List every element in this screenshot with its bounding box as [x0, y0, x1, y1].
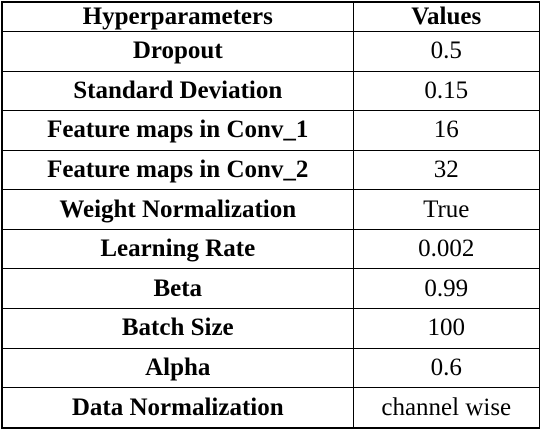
parameter-value: True: [352, 189, 540, 230]
header-row: Hyperparameters Values: [1, 1, 540, 32]
table-row: Batch Size 100: [1, 308, 540, 349]
parameter-value: 32: [352, 149, 540, 191]
parameter-value: 0.15: [352, 70, 540, 112]
parameter-name: Feature maps in Conv_1: [1, 110, 354, 151]
table-row: Learning Rate 0.002: [1, 228, 540, 270]
parameter-name: Feature maps in Conv_2: [1, 149, 354, 191]
parameter-value: 0.99: [352, 268, 540, 310]
parameter-value: 16: [352, 110, 540, 151]
header-cell: Values: [352, 1, 540, 32]
parameter-name: Standard Deviation: [1, 70, 354, 112]
parameter-name: Data Normalization: [1, 387, 354, 429]
parameter-name: Dropout: [1, 31, 354, 72]
parameter-value: channel wise: [352, 387, 540, 429]
parameter-value: 100: [352, 308, 540, 349]
parameter-name: Alpha: [1, 347, 354, 389]
parameter-name: Batch Size: [1, 308, 354, 349]
parameter-name: Beta: [1, 268, 354, 310]
table-row: Data Normalization channel wise: [1, 387, 540, 429]
table-row: Dropout 0.5: [1, 31, 540, 72]
table-row: Standard Deviation 0.15: [1, 70, 540, 112]
parameter-name: Weight Normalization: [1, 189, 354, 230]
header-cell: Hyperparameters: [1, 1, 354, 32]
table-row: Feature maps in Conv_1 16: [1, 110, 540, 151]
table-row: Feature maps in Conv_2 32: [1, 149, 540, 191]
table-header: Hyperparameters Values: [1, 1, 540, 32]
table-row: Beta 0.99: [1, 268, 540, 310]
parameter-value: 0.6: [352, 347, 540, 389]
table-body: Dropout 0.5 Standard Deviation 0.15 Feature …: [1, 31, 540, 429]
parameter-value: 0.002: [352, 228, 540, 270]
parameter-name: Learning Rate: [1, 228, 354, 270]
table-row: Weight Normalization True: [1, 189, 540, 230]
parameter-value: 0.5: [352, 31, 540, 72]
table-row: Alpha 0.6: [1, 347, 540, 389]
